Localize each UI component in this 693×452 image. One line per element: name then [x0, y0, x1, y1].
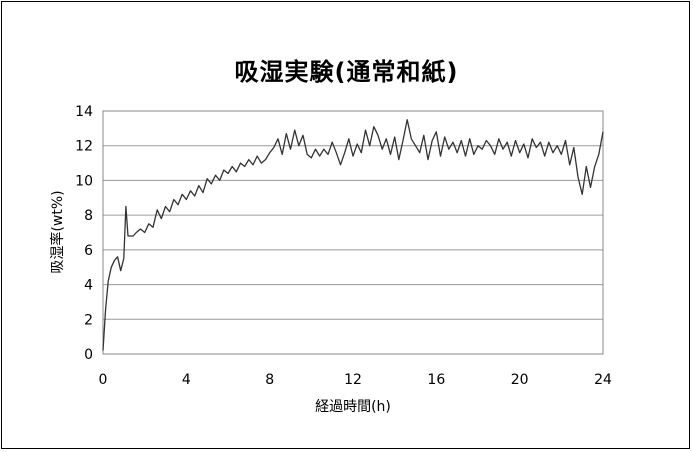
- gridlines: [103, 145, 603, 320]
- y-tick-label: 6: [84, 243, 93, 259]
- x-tick-label: 0: [99, 372, 108, 388]
- y-tick-label: 10: [75, 173, 93, 189]
- y-tick-label: 14: [75, 104, 93, 120]
- y-tick-label: 12: [75, 139, 93, 155]
- plot-area-border: [102, 110, 604, 355]
- y-tick-label: 8: [84, 208, 93, 224]
- y-tick-label: 0: [84, 347, 93, 363]
- x-tick-label: 24: [594, 372, 612, 388]
- x-axis-label: 経過時間(h): [315, 399, 391, 415]
- series-line: [102, 119, 604, 351]
- x-tick-label: 4: [182, 372, 191, 388]
- y-tick-label: 4: [84, 278, 93, 294]
- x-tick-label: 20: [511, 372, 529, 388]
- x-tick-label: 12: [344, 372, 362, 388]
- chart-title: 吸湿実験(通常和紙): [234, 58, 459, 86]
- x-tick-label: 16: [427, 372, 445, 388]
- y-tick-label: 2: [84, 312, 93, 328]
- x-tick-label: 8: [265, 372, 274, 388]
- y-axis-label: 吸湿率(wt%): [49, 190, 66, 273]
